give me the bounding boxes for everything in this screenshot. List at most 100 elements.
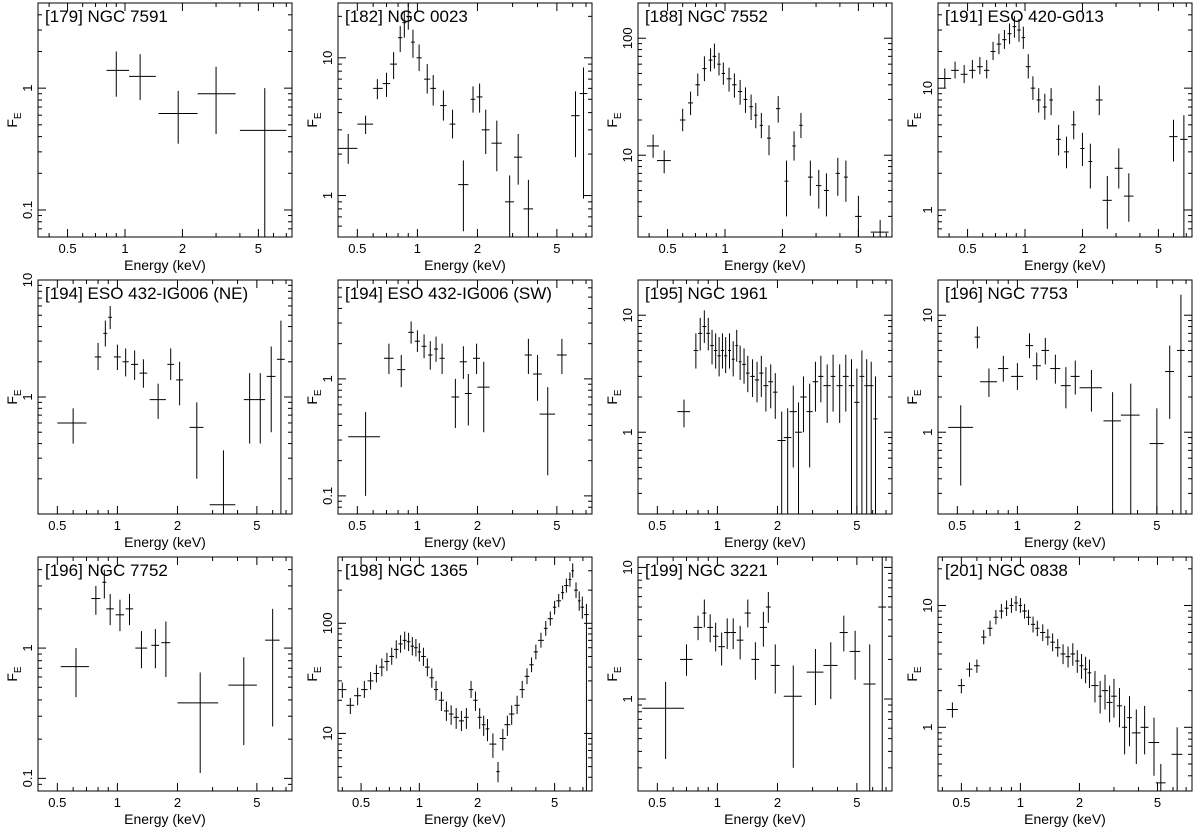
data-point <box>763 367 769 412</box>
y-tick-label: 100 <box>320 612 335 634</box>
data-point <box>1083 656 1088 684</box>
data-point <box>1042 93 1047 120</box>
panel-title: [194] ESO 432-IG006 (SW) <box>345 284 552 303</box>
x-tick-label: 1 <box>1017 795 1024 810</box>
x-tick-label: 5 <box>553 241 560 256</box>
x-tick-label: 5 <box>1155 241 1162 256</box>
data-point <box>556 338 567 375</box>
data-point <box>1041 337 1049 365</box>
data-point <box>552 600 557 615</box>
panel-title: [196] NGC 7752 <box>45 561 168 580</box>
data-point <box>736 625 744 660</box>
data-point <box>849 630 861 680</box>
data-point <box>1056 124 1061 156</box>
data-point <box>726 67 732 92</box>
data-point <box>1131 709 1141 764</box>
plot-frame <box>337 2 593 238</box>
data-point <box>1022 603 1027 619</box>
data-point <box>980 368 997 397</box>
y-tick-label: 10 <box>620 148 635 162</box>
x-tick-label: 2 <box>174 795 181 810</box>
data-point <box>738 79 743 105</box>
data-point <box>529 657 534 673</box>
data-point <box>561 585 565 600</box>
plot-frame <box>937 2 1193 238</box>
data-point <box>439 343 445 375</box>
data-point <box>710 329 714 365</box>
svg-text:FE: FE <box>604 389 624 405</box>
x-tick-label: 1 <box>414 241 421 256</box>
x-axis-label: Energy (keV) <box>424 811 506 827</box>
data-point <box>1012 16 1017 38</box>
data-point <box>1030 76 1036 100</box>
data-point <box>420 647 426 666</box>
data-point <box>458 160 469 232</box>
data-point <box>125 594 134 626</box>
x-tick-label: 0.5 <box>959 241 977 256</box>
data-point <box>574 582 578 598</box>
plot-frame <box>637 2 893 238</box>
data-point <box>1098 680 1102 714</box>
data-point <box>708 48 713 72</box>
y-tick-label: 10 <box>320 726 335 740</box>
data-point <box>523 179 534 237</box>
data-point <box>765 592 771 623</box>
data-point <box>750 359 755 397</box>
data-point <box>754 361 760 403</box>
x-tick-label: 1 <box>416 795 423 810</box>
data-point <box>702 599 707 628</box>
data-point <box>580 596 585 619</box>
y-tick-label: 1 <box>20 85 35 92</box>
y-axis-label: FE <box>4 666 24 682</box>
data-point <box>577 591 581 611</box>
data-point <box>717 337 721 377</box>
data-point <box>106 594 114 626</box>
data-point <box>702 310 707 343</box>
y-tick-label: 1 <box>920 429 935 436</box>
data-point <box>706 317 711 351</box>
data-point <box>402 631 407 650</box>
spectrum-chart: 0.5 1 2 5 10 100 Energy (keV) FE [188] NGC 7552 <box>604 2 893 273</box>
spectrum-panel: 0.5 1 2 5 1 10 Energy (keV) FE [201] NGC 0838 <box>900 554 1200 831</box>
data-point <box>430 75 437 106</box>
panel-title: [179] NGC 7591 <box>45 7 168 26</box>
data-point <box>1114 148 1123 189</box>
x-tick-label: 0.5 <box>952 795 970 810</box>
data-point <box>151 629 160 669</box>
data-point <box>115 599 125 632</box>
data-point <box>176 361 183 406</box>
data-point <box>712 43 717 69</box>
data-point <box>1060 367 1071 409</box>
plot-frame <box>37 2 293 238</box>
data-point <box>731 341 735 377</box>
data-point <box>859 350 865 514</box>
data-point <box>421 334 427 359</box>
x-tick-label: 2 <box>474 795 481 810</box>
spectrum-panel: 0.5 1 2 5 1 10 Energy (keV) FE [194] ESO 432-IG0… <box>0 273 300 554</box>
data-point <box>987 620 993 637</box>
data-point <box>993 609 999 625</box>
spectrum-chart: 0.5 1 2 5 1 10 Energy (keV) FE [191] ESO 420-G01… <box>904 2 1193 273</box>
data-point <box>398 635 403 653</box>
data-point <box>738 345 742 380</box>
data-point <box>702 56 707 82</box>
data-point <box>999 603 1004 619</box>
panel-title: [196] NGC 7753 <box>945 284 1068 303</box>
x-tick-label: 2 <box>1079 241 1086 256</box>
data-point <box>1071 110 1076 140</box>
x-axis-label: Energy (keV) <box>424 257 506 273</box>
data-point <box>864 359 869 514</box>
data-point <box>839 615 848 652</box>
x-tick-label: 0.5 <box>348 241 366 256</box>
spectrum-chart: 0.5 1 2 5 1 10 Energy (keV) FE [201] NGC 0838 <box>904 556 1193 827</box>
x-tick-label: 1 <box>714 795 721 810</box>
data-point <box>383 343 394 375</box>
data-point <box>348 412 381 496</box>
data-point <box>646 134 659 158</box>
data-point <box>721 62 726 85</box>
plot-frame <box>337 279 593 515</box>
data-point <box>688 91 694 116</box>
data-point <box>974 659 980 673</box>
data-point <box>818 355 824 403</box>
